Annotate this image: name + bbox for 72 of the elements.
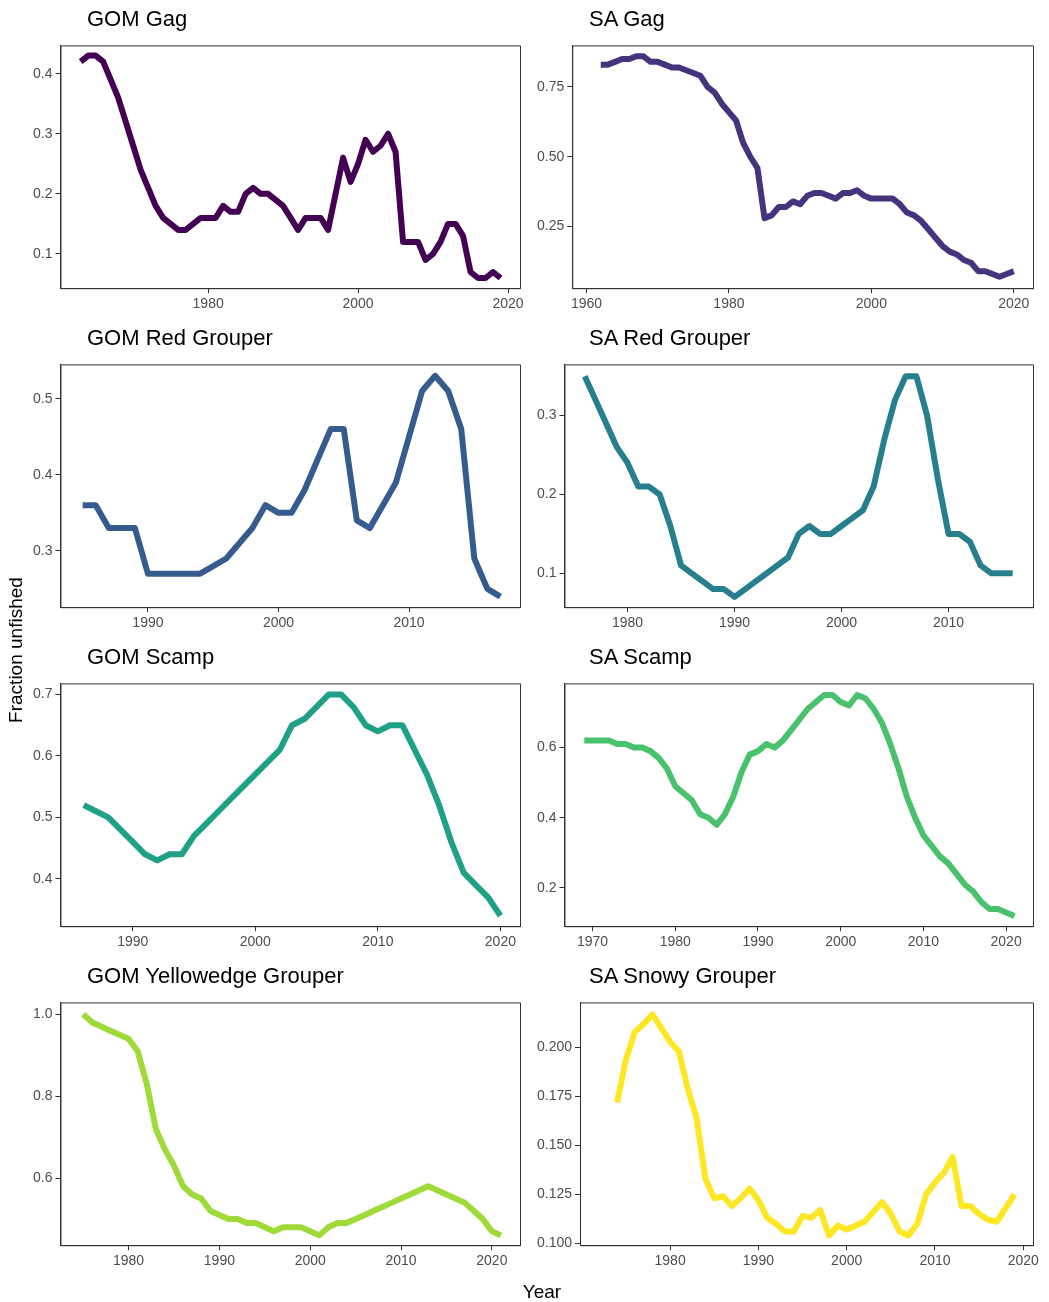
y-tick-label: 0.8 [32,1087,53,1104]
x-tick-label: 1980 [713,295,745,312]
x-tick-label: 1990 [742,1252,775,1269]
y-tick-label: 0.3 [536,406,557,423]
y-tick-label: 0.4 [32,64,53,81]
x-tick-label: 2020 [998,295,1030,312]
chart-title: GOM Yellowedge Grouper [87,963,344,989]
y-axis-title: Fraction unfished [5,577,27,723]
x-tick-label: 1980 [659,933,692,950]
x-tick-label: 2000 [262,614,295,631]
y-tick-label: 0.4 [32,869,53,886]
x-tick-label: 2020 [990,933,1022,950]
chart-title: SA Snowy Grouper [589,963,777,989]
chart-title: GOM Red Grouper [87,325,273,351]
x-tick-label: 2000 [294,1252,326,1269]
x-tick-label: 2010 [385,1252,417,1269]
x-tick-label: 2010 [393,614,425,631]
x-tick-label: 1980 [113,1252,145,1269]
x-tick-label: 1990 [742,933,774,950]
y-tick-label: 1.0 [32,1005,53,1022]
y-tick-label: 0.3 [32,124,53,141]
x-tick-label: 1980 [192,295,224,312]
y-tick-label: 0.175 [536,1087,573,1104]
chart-title: GOM Scamp [87,644,215,670]
x-tick-label: 2000 [825,933,857,950]
y-tick-label: 0.2 [536,485,557,502]
y-tick-label: 0.100 [536,1234,573,1251]
x-tick-label: 2010 [362,933,394,950]
chart-title: SA Scamp [589,644,692,670]
x-tick-label: 1990 [718,614,751,631]
y-tick-label: 0.3 [32,541,53,558]
y-tick-label: 0.4 [32,465,53,482]
y-tick-label: 0.7 [32,685,53,702]
x-tick-label: 1980 [612,614,644,631]
x-tick-label: 2010 [919,1252,951,1269]
x-tick-label: 1980 [654,1252,686,1269]
y-tick-label: 0.4 [536,808,557,825]
x-tick-label: 1990 [203,1252,236,1269]
x-tick-label: 2000 [831,1252,863,1269]
y-tick-label: 0.25 [537,217,565,234]
y-tick-label: 0.5 [32,808,53,825]
x-tick-label: 1990 [117,933,149,950]
x-tick-label: 1960 [570,295,603,312]
chart-title: GOM Gag [87,6,188,32]
y-tick-label: 0.200 [536,1038,573,1055]
chart-title: SA Gag [589,6,665,32]
y-tick-label: 0.6 [536,738,557,755]
x-tick-label: 2020 [1007,1252,1040,1269]
x-tick-label: 2020 [476,1252,508,1269]
x-tick-label: 2010 [932,614,965,631]
x-tick-label: 2010 [907,933,940,950]
x-tick-label: 2020 [492,295,524,312]
chart-title: SA Red Grouper [589,325,751,351]
y-tick-label: 0.50 [537,147,565,164]
y-tick-label: 0.150 [536,1136,573,1153]
y-tick-label: 0.2 [32,184,53,201]
x-tick-label: 2000 [855,295,888,312]
y-tick-label: 0.1 [536,564,557,581]
y-tick-label: 0.2 [536,878,557,895]
y-tick-label: 0.6 [32,1168,53,1185]
y-tick-label: 0.125 [536,1185,573,1202]
y-tick-label: 0.5 [32,389,53,406]
x-tick-label: 2020 [484,933,517,950]
x-tick-label: 1990 [132,614,164,631]
x-tick-label: 2000 [825,614,858,631]
x-tick-label: 1970 [577,933,609,950]
y-tick-label: 0.75 [537,77,565,94]
x-tick-label: 2000 [342,295,374,312]
x-axis-title: Year [522,1281,562,1302]
y-tick-label: 0.1 [32,244,53,261]
y-tick-label: 0.6 [32,746,53,763]
x-tick-label: 2000 [239,933,272,950]
